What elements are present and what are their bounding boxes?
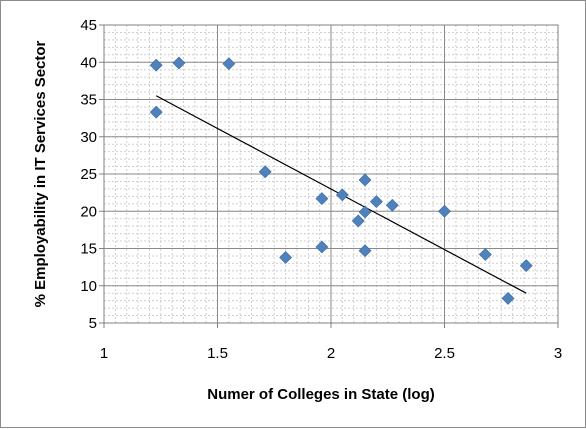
data-point bbox=[172, 56, 186, 70]
y-axis-title: % Employability in IT Services Sector bbox=[32, 40, 49, 307]
data-point bbox=[351, 214, 365, 228]
data-point bbox=[279, 251, 293, 264]
y-tick-label: 10 bbox=[80, 278, 97, 295]
data-point bbox=[369, 195, 383, 208]
x-tick-label: 3 bbox=[554, 345, 562, 362]
data-point bbox=[478, 248, 492, 261]
y-axis-ticks: 5 10 15 20 25 30 35 40 45 bbox=[80, 17, 104, 332]
x-axis-title: Numer of Colleges in State (log) bbox=[207, 386, 435, 403]
data-point bbox=[358, 205, 372, 219]
data-point bbox=[222, 57, 236, 71]
y-tick-label: 40 bbox=[80, 54, 97, 71]
data-point bbox=[358, 244, 372, 258]
data-point bbox=[149, 105, 163, 119]
y-tick-label: 15 bbox=[80, 241, 97, 258]
y-tick-label: 25 bbox=[80, 166, 97, 183]
y-tick-label: 35 bbox=[80, 92, 97, 109]
x-tick-label: 1.5 bbox=[207, 345, 228, 362]
y-tick-label: 5 bbox=[89, 315, 97, 332]
x-tick-label: 2.5 bbox=[434, 345, 455, 362]
data-point bbox=[358, 173, 372, 187]
y-tick-label: 30 bbox=[80, 129, 97, 146]
x-axis-ticks: 1 1.5 2 2.5 3 bbox=[100, 323, 562, 362]
data-point bbox=[315, 240, 329, 254]
data-point bbox=[519, 259, 533, 273]
data-point bbox=[258, 165, 272, 179]
data-points bbox=[149, 56, 533, 305]
x-tick-label: 2 bbox=[327, 345, 335, 362]
y-tick-label: 20 bbox=[80, 203, 97, 220]
data-point bbox=[438, 204, 451, 218]
x-tick-label: 1 bbox=[100, 345, 108, 362]
y-tick-label: 45 bbox=[80, 17, 97, 34]
data-point bbox=[315, 192, 329, 206]
data-point bbox=[501, 291, 515, 305]
data-point bbox=[149, 58, 163, 72]
data-point bbox=[385, 198, 399, 212]
data-point bbox=[335, 188, 349, 202]
